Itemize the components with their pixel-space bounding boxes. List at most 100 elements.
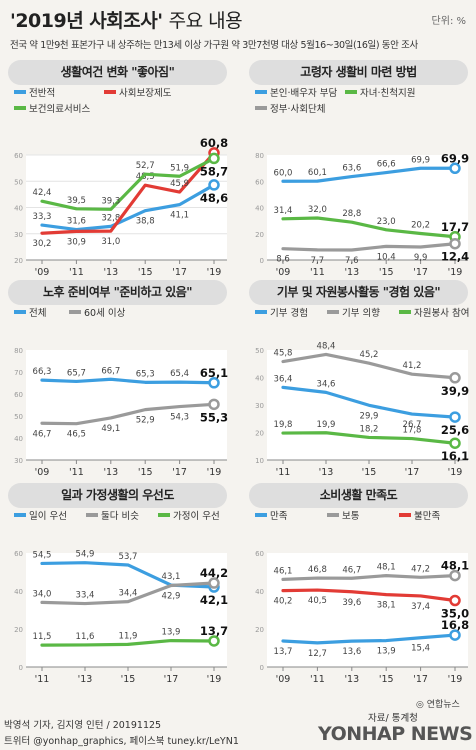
series-line bbox=[281, 352, 457, 380]
data-label: 18,2 bbox=[360, 424, 379, 434]
data-label: 54,5 bbox=[33, 550, 52, 560]
data-label: 46,5 bbox=[67, 430, 86, 440]
chart-svg: 만족 보통 불만족 0 20 40 60 '09 '11 '13 '15 '17 '19 13,7 12,7… bbox=[255, 511, 469, 685]
data-label: 13,7 bbox=[200, 624, 228, 638]
data-label: 43,1 bbox=[162, 572, 181, 582]
y-tick-label: 50 bbox=[14, 178, 23, 186]
x-tick-label: '11 bbox=[69, 267, 84, 278]
series-end-marker bbox=[208, 377, 220, 389]
data-label: 66,6 bbox=[377, 160, 396, 170]
x-tick-label: '11 bbox=[310, 267, 325, 278]
y-tick-label: 80 bbox=[255, 152, 264, 160]
series-line bbox=[40, 581, 216, 606]
y-tick-label: 50 bbox=[255, 347, 264, 355]
chart-panel-consumer-satisfaction: 소비생활 만족도 만족 보통 불만족 0 20 40 60 '09 '11 '13 '15 '17 '1… bbox=[245, 483, 472, 713]
legend-swatch bbox=[399, 310, 411, 314]
data-label: 11,5 bbox=[33, 632, 52, 642]
legend-label: 기부 의향 bbox=[342, 307, 380, 319]
x-tick-label: '17 bbox=[405, 467, 420, 478]
data-label: 9,9 bbox=[414, 253, 428, 263]
data-label: 52,9 bbox=[136, 416, 155, 426]
data-label: 46,1 bbox=[274, 566, 293, 576]
series-end-marker bbox=[449, 594, 461, 607]
x-tick-label: '13 bbox=[78, 674, 93, 685]
chart-panel-donation-volunteer: 기부 및 자원봉사활동 "경험 있음" 기부 경험 기부 의향 자원봉사 참여 10 2… bbox=[245, 280, 472, 510]
data-label: 65,1 bbox=[200, 366, 228, 380]
y-tick-label: 60 bbox=[255, 178, 264, 186]
data-label: 39,9 bbox=[441, 384, 469, 398]
legend-swatch bbox=[255, 90, 267, 94]
chart-svg: 일이 우선 둘다 비슷 가정이 우선 0 20 40 60 '11 '13 '15 '17 '19 54… bbox=[14, 511, 228, 685]
data-label: 32,8 bbox=[101, 213, 120, 223]
data-label: 37,4 bbox=[411, 602, 430, 612]
y-tick-label: 80 bbox=[14, 347, 23, 355]
series-line bbox=[40, 183, 216, 232]
panel-title: 생활여건 변화 "좋아짐" bbox=[8, 60, 227, 85]
credit-line: 박영석 기자, 김지영 인턴 / 20191125 bbox=[4, 720, 162, 731]
legend-label: 둘다 비슷 bbox=[101, 511, 139, 522]
series-line bbox=[281, 166, 457, 183]
data-label: 55,3 bbox=[200, 410, 228, 424]
x-tick-label: '09 bbox=[35, 267, 50, 278]
legend-label: 사회보장제도 bbox=[119, 88, 172, 99]
series-end-marker bbox=[449, 372, 461, 384]
data-label: 7,7 bbox=[311, 256, 325, 266]
chart-panel-retirement-prep: 노후 준비여부 "준비하고 있음" 전체 60세 이상 30 40 50 60 70 80 '0… bbox=[4, 280, 231, 510]
x-tick-label: '13 bbox=[319, 467, 334, 478]
y-tick-label: 20 bbox=[255, 430, 264, 438]
legend-swatch bbox=[14, 106, 26, 110]
x-tick-label: '19 bbox=[207, 467, 222, 478]
data-label: 45,2 bbox=[360, 350, 379, 360]
data-label: 44,2 bbox=[200, 566, 228, 580]
data-label: 46,7 bbox=[33, 429, 52, 439]
x-tick-label: '17 bbox=[172, 467, 187, 478]
y-tick-label: 50 bbox=[14, 413, 23, 421]
data-label: 41,2 bbox=[403, 361, 422, 371]
data-label: 39,3 bbox=[101, 196, 120, 206]
title-main: '2019년 사회조사' bbox=[10, 10, 163, 32]
data-label: 51,9 bbox=[170, 163, 189, 173]
y-tick-label: 40 bbox=[14, 435, 23, 443]
data-label: 16,1 bbox=[441, 449, 469, 463]
x-tick-label: '17 bbox=[164, 674, 179, 685]
data-label: 30,2 bbox=[33, 239, 52, 249]
legend-swatch bbox=[158, 513, 170, 517]
y-tick-label: 30 bbox=[255, 402, 264, 410]
data-label: 32,0 bbox=[308, 205, 327, 215]
data-label: 30,9 bbox=[67, 237, 86, 247]
legend-swatch bbox=[255, 106, 267, 110]
x-tick-label: '09 bbox=[35, 467, 50, 478]
legend-label: 정부·사회단체 bbox=[270, 104, 325, 115]
data-label: 42,4 bbox=[33, 188, 52, 198]
legend-label: 자원봉사 참여 bbox=[414, 307, 469, 319]
legend-label: 전체 bbox=[29, 308, 46, 319]
data-label: 8,6 bbox=[276, 255, 290, 265]
panel-title: 고령자 생활비 마련 방법 bbox=[249, 60, 468, 85]
series-end-marker bbox=[208, 179, 220, 191]
series-line bbox=[281, 588, 457, 603]
data-label: 42,9 bbox=[162, 591, 181, 601]
data-label: 48,6 bbox=[200, 191, 228, 205]
series-line bbox=[40, 377, 216, 385]
data-label: 60,0 bbox=[274, 168, 293, 178]
data-label: 13,9 bbox=[377, 647, 396, 657]
data-label: 45,9 bbox=[170, 179, 189, 189]
data-label: 65,4 bbox=[170, 369, 189, 379]
data-label: 48,1 bbox=[441, 559, 469, 573]
data-label: 20,2 bbox=[411, 220, 430, 230]
data-label: 13,9 bbox=[162, 628, 181, 638]
data-label: 39,5 bbox=[67, 196, 86, 206]
x-tick-label: '17 bbox=[413, 674, 428, 685]
y-tick-label: 60 bbox=[255, 550, 264, 558]
series-line bbox=[281, 633, 457, 645]
data-label: 15,4 bbox=[411, 644, 430, 654]
y-tick-label: 40 bbox=[14, 205, 23, 213]
data-label: 63,6 bbox=[342, 164, 361, 174]
data-label: 53,7 bbox=[119, 552, 138, 562]
data-label: 47,2 bbox=[411, 564, 430, 574]
series-line bbox=[281, 574, 457, 582]
data-label: 34,0 bbox=[33, 589, 52, 599]
plot-area bbox=[26, 553, 227, 667]
x-tick-label: '11 bbox=[35, 674, 50, 685]
x-tick-label: '11 bbox=[310, 674, 325, 685]
